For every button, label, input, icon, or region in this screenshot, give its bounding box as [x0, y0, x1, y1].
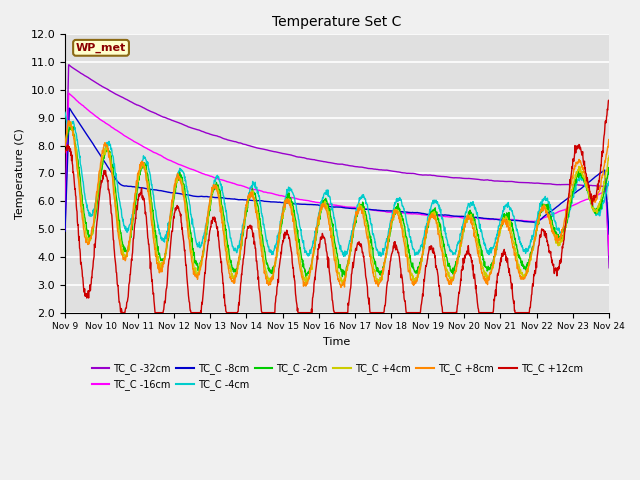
Y-axis label: Temperature (C): Temperature (C) — [15, 128, 25, 219]
X-axis label: Time: Time — [323, 337, 351, 347]
Text: WP_met: WP_met — [76, 43, 126, 53]
Title: Temperature Set C: Temperature Set C — [273, 15, 402, 29]
Legend: TC_C -32cm, TC_C -16cm, TC_C -8cm, TC_C -4cm, TC_C -2cm, TC_C +4cm, TC_C +8cm, T: TC_C -32cm, TC_C -16cm, TC_C -8cm, TC_C … — [88, 359, 586, 394]
